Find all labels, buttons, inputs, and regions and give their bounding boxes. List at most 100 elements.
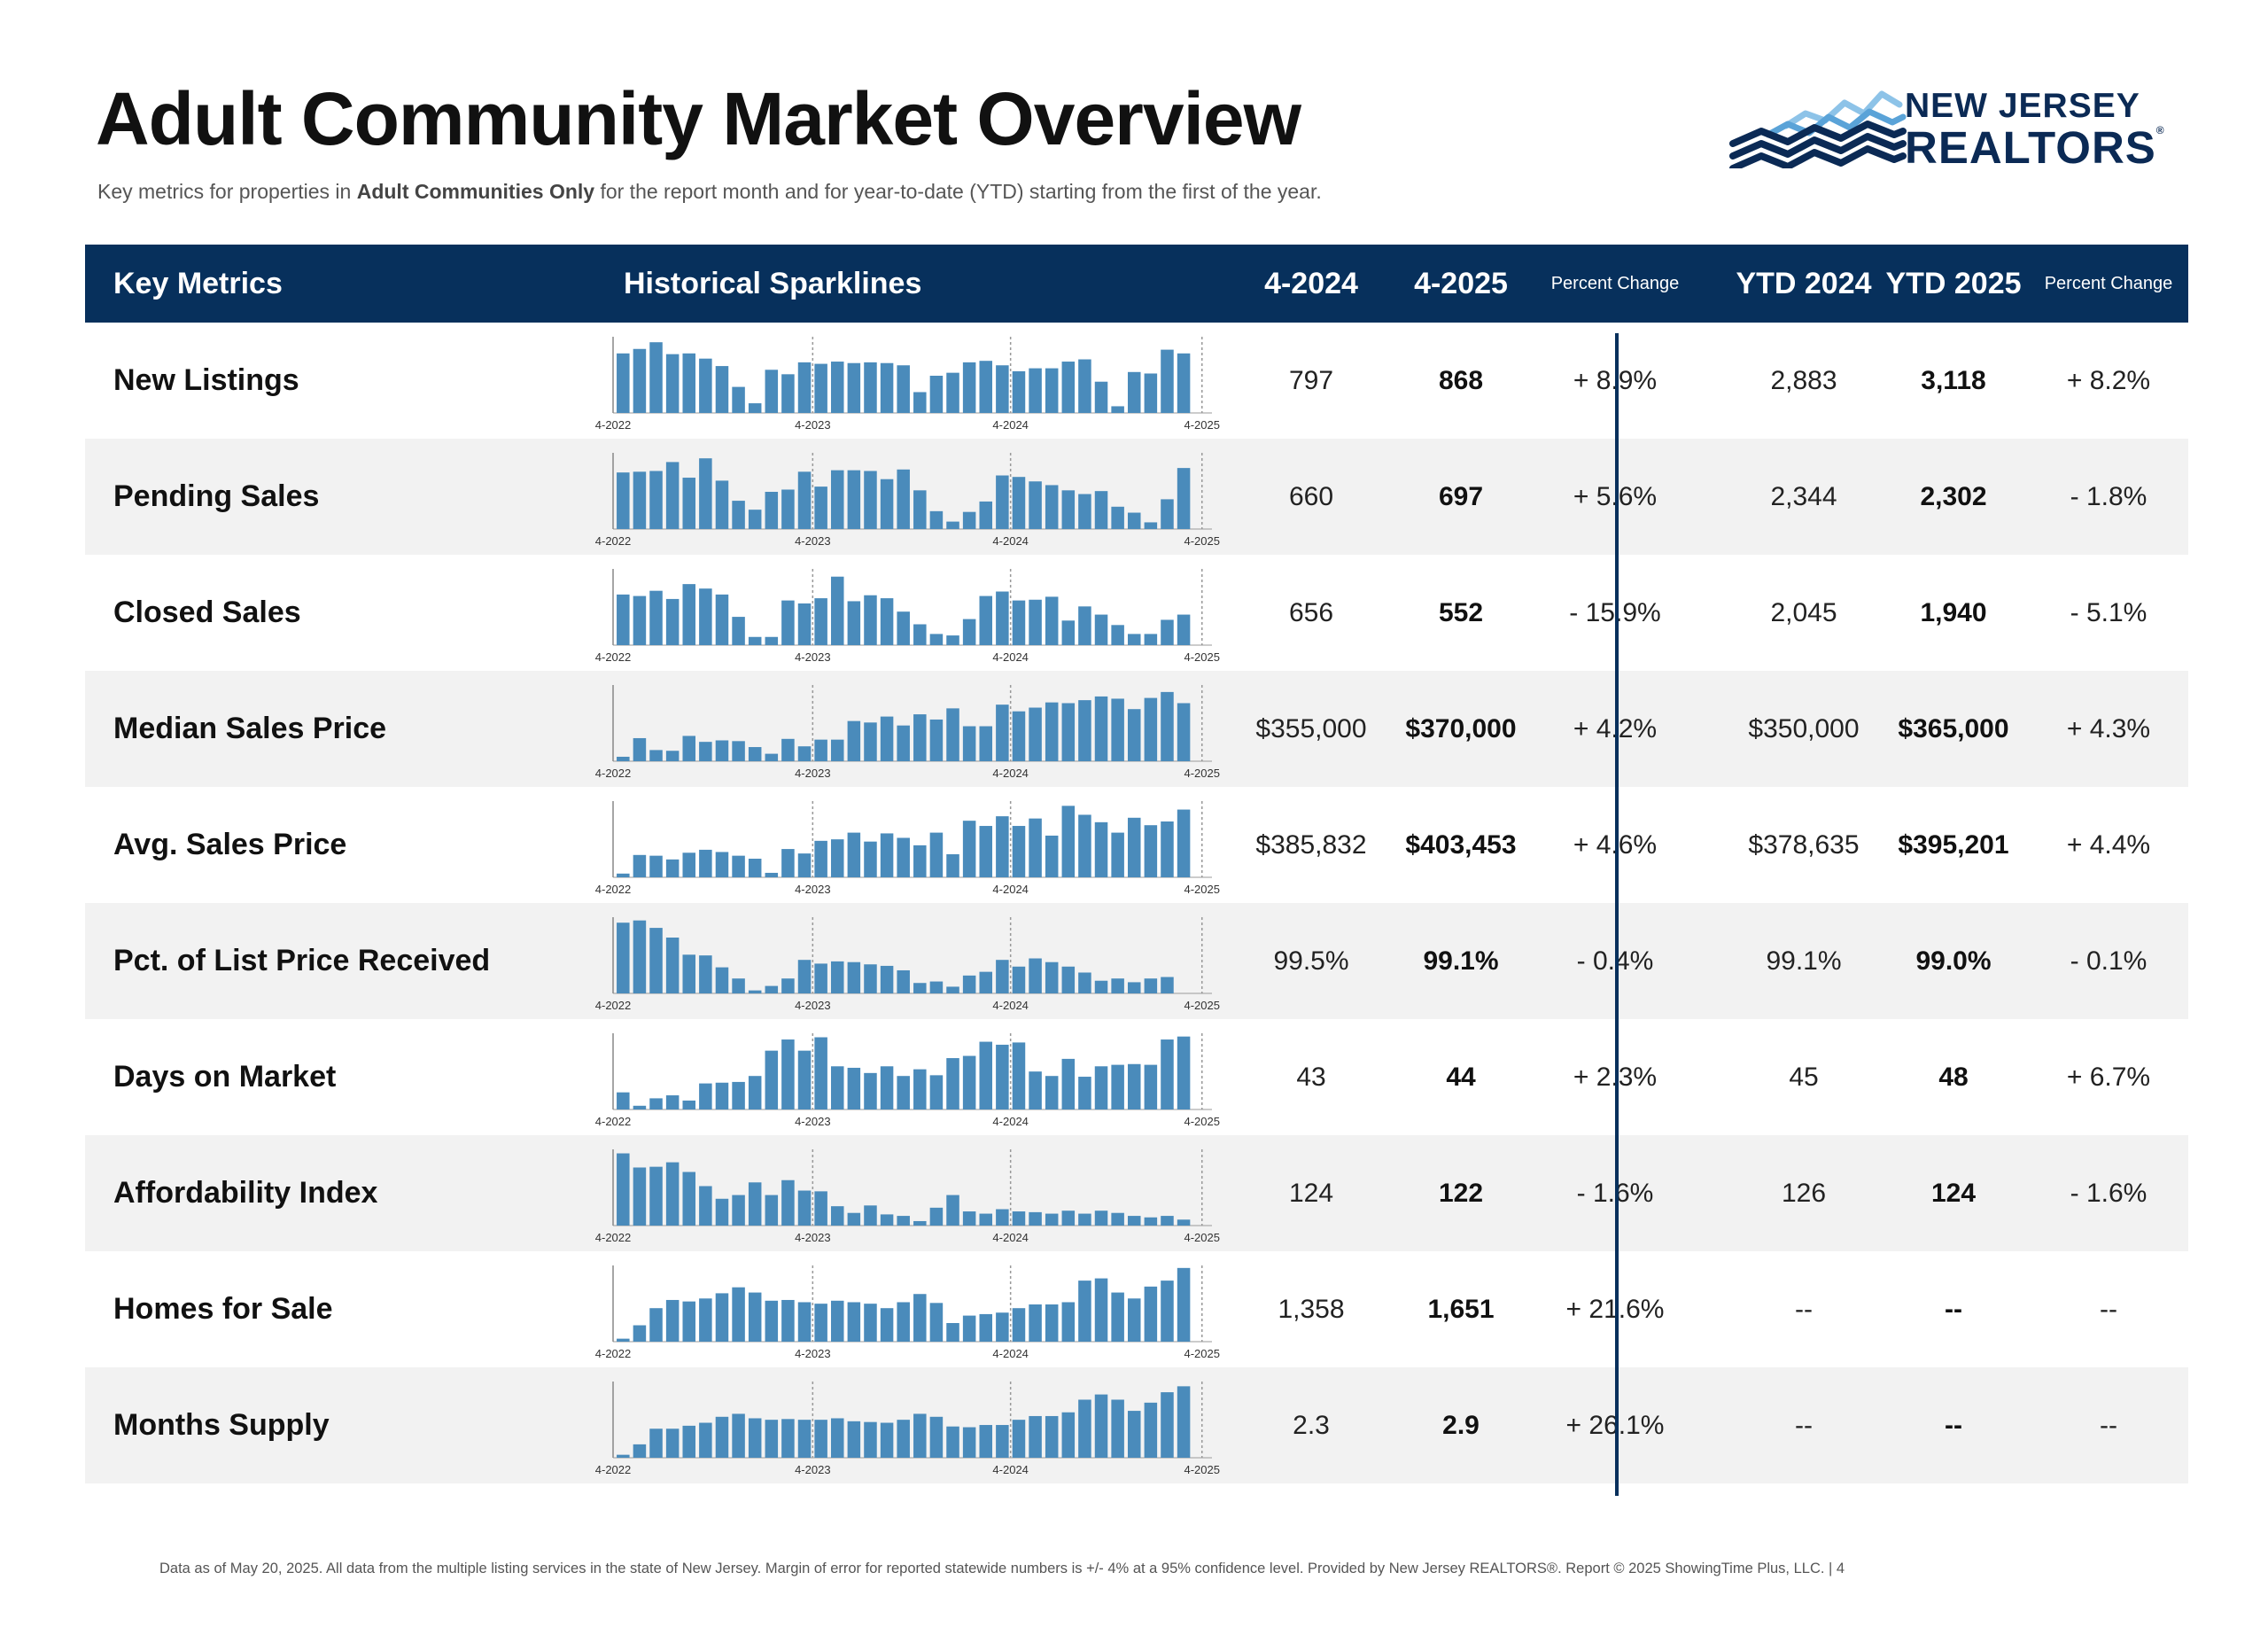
sparkline-bar <box>633 737 647 761</box>
sparkline-tick-label: 4-2025 <box>1184 883 1219 896</box>
sparkline-chart: 4-2022 4-2023 4-2024 4-2025 <box>595 337 1220 432</box>
sparkline-bar <box>633 1105 647 1109</box>
sparkline-bar <box>814 963 827 993</box>
sparkline-bar <box>765 1195 779 1226</box>
sparkline-bar <box>864 1205 877 1226</box>
sparkline-bar <box>633 1444 647 1458</box>
value-percent-change: - 15.9% <box>1569 598 1661 627</box>
sparkline-bar <box>897 1420 910 1458</box>
sparkline-bar <box>880 716 894 761</box>
sparkline-bar <box>996 475 1009 529</box>
value-ytd-2024: $350,000 <box>1748 714 1860 743</box>
sparkline-bar <box>946 635 959 645</box>
value-ytd-2025: -- <box>1945 1411 1962 1440</box>
sparkline-bar <box>1127 817 1141 877</box>
sparkline-bar <box>1029 368 1042 413</box>
sparkline-bar <box>732 1413 745 1458</box>
value-ytd-2024: -- <box>1795 1411 1813 1440</box>
sparkline-bar <box>847 601 861 645</box>
sparkline-bar <box>996 816 1009 877</box>
sparkline-bar <box>897 365 910 413</box>
sparkline-bar <box>797 362 812 413</box>
sparkline-bar <box>781 849 795 877</box>
metric-label: Pct. of List Price Received <box>113 944 491 977</box>
sparkline-bar <box>1127 1298 1141 1342</box>
sparkline-bar <box>1177 1267 1191 1342</box>
sparkline-chart: 4-2022 4-2023 4-2024 4-2025 <box>595 917 1220 1012</box>
sparkline-bar <box>699 1186 712 1226</box>
sparkline-bar <box>732 1081 745 1109</box>
value-month-2025: 552 <box>1438 598 1484 627</box>
sparkline-bar <box>649 342 663 413</box>
sparkline-bar <box>1177 1386 1191 1458</box>
sparkline-bar <box>1161 977 1174 993</box>
sparkline-bar <box>814 1420 827 1458</box>
sparkline-bar <box>1094 1211 1108 1226</box>
sparkline-bar <box>665 354 680 413</box>
sparkline-bar <box>682 852 696 877</box>
sparkline-bar <box>1111 1292 1124 1342</box>
sparkline-bar <box>1012 1308 1026 1342</box>
sparkline-chart: 4-2022 4-2023 4-2024 4-2025 <box>595 1265 1220 1360</box>
sparkline-bar <box>765 1050 779 1109</box>
sparkline-bar <box>633 348 647 413</box>
sparkline-bar <box>1012 370 1026 413</box>
sparkline-bar <box>880 1214 894 1226</box>
table-row: Days on Market 43 44 + 2.3% 45 48 + 6.7% 4-2022… <box>85 1019 2188 1135</box>
sparkline-bar <box>1012 600 1026 645</box>
metric-label: New Listings <box>113 363 299 397</box>
sparkline-bar <box>946 1426 959 1458</box>
metric-label: Avg. Sales Price <box>113 828 347 861</box>
sparkline-bar <box>847 470 861 529</box>
sparkline-bar <box>1045 1415 1059 1458</box>
sparkline-bar <box>665 1428 680 1458</box>
logo-line2: REALTORS <box>1905 122 2156 173</box>
sparkline-bar <box>665 1299 680 1342</box>
sparkline-tick-label: 4-2022 <box>595 1347 631 1360</box>
value-ytd-percent-change: + 8.2% <box>2066 366 2151 395</box>
sparkline-bar <box>617 472 630 529</box>
sparkline-bar <box>732 1287 745 1342</box>
sparkline-bar <box>665 1095 680 1109</box>
sparkline-bar <box>715 1293 729 1342</box>
sparkline-bar <box>665 751 680 761</box>
value-ytd-percent-change: - 0.1% <box>2070 946 2148 976</box>
sparkline-bar <box>1012 966 1026 993</box>
sparkline-tick-label: 4-2024 <box>992 1231 1028 1244</box>
sparkline-tick-label: 4-2022 <box>595 1463 631 1476</box>
table-row: Pct. of List Price Received 99.5% 99.1% - 0… <box>85 903 2188 1019</box>
sparkline-tick-label: 4-2023 <box>795 1231 830 1244</box>
sparkline-bar <box>946 853 959 877</box>
sparkline-bar <box>929 719 944 761</box>
value-ytd-2024: -- <box>1795 1295 1813 1324</box>
sparkline-bar <box>864 362 877 413</box>
sparkline-bar <box>929 510 944 529</box>
sparkline-bar <box>617 922 630 993</box>
sparkline-bar <box>797 746 812 761</box>
sparkline-bar <box>1127 634 1141 645</box>
sparkline-bar <box>649 1428 663 1458</box>
sparkline-bar <box>996 365 1009 413</box>
table-row: Months Supply 2.3 2.9 + 26.1% -- -- -- 4-2022 4-… <box>85 1367 2188 1483</box>
metrics-table: Key Metrics Historical Sparklines 4-2024… <box>85 245 2188 1483</box>
sparkline-bar <box>715 740 729 761</box>
sparkline-bar <box>864 1421 877 1458</box>
sparkline-bar <box>979 361 993 413</box>
sparkline-bar <box>665 598 680 645</box>
sparkline-bar <box>765 492 779 529</box>
sparkline-bar <box>665 859 680 877</box>
header-sparklines: Historical Sparklines <box>624 267 922 300</box>
subtitle-bold: Adult Communities Only <box>356 180 595 203</box>
value-month-2025: $403,453 <box>1405 830 1517 860</box>
value-ytd-2024: 2,045 <box>1770 598 1837 627</box>
sparkline-bar <box>1144 1064 1158 1109</box>
sparkline-bar <box>1144 825 1158 877</box>
sparkline-bar <box>1127 371 1141 413</box>
page-title: Adult Community Market Overview <box>96 77 1301 160</box>
sparkline-tick-label: 4-2024 <box>992 650 1028 664</box>
value-month-2025: 1,651 <box>1427 1295 1495 1324</box>
value-percent-change: + 4.2% <box>1573 714 1658 743</box>
value-ytd-2025: 99.0% <box>1915 946 1992 976</box>
sparkline-bar <box>830 470 844 529</box>
value-ytd-percent-change: + 4.4% <box>2066 830 2151 860</box>
